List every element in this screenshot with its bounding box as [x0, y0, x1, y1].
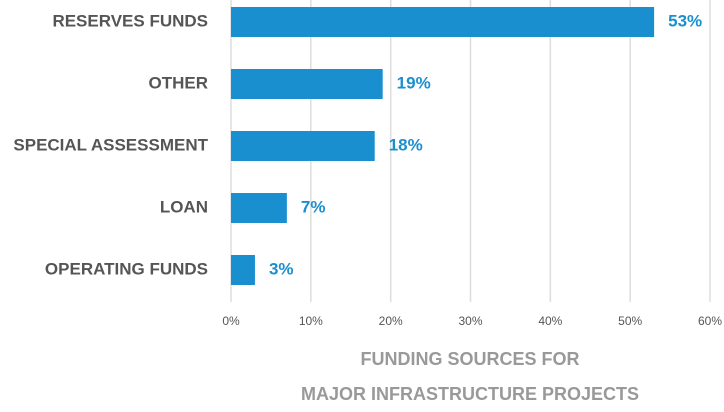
x-tick-label: 60% — [698, 314, 722, 328]
value-label: 53% — [668, 11, 702, 30]
y-tick-label: SPECIAL ASSESSMENT — [13, 135, 208, 154]
x-tick-label: 20% — [379, 314, 403, 328]
x-tick-label: 40% — [538, 314, 562, 328]
x-tick-label: 10% — [299, 314, 323, 328]
chart-title: MAJOR INFRASTRUCTURE PROJECTS — [301, 384, 639, 404]
bar — [231, 193, 287, 223]
chart-title: FUNDING SOURCES FOR — [360, 349, 579, 369]
bar — [231, 69, 383, 99]
x-tick-label: 50% — [618, 314, 642, 328]
value-label: 18% — [389, 135, 423, 154]
bar — [231, 7, 655, 37]
y-tick-label: RESERVES FUNDS — [52, 11, 208, 30]
y-tick-label: LOAN — [160, 197, 208, 216]
x-tick-label: 0% — [222, 314, 240, 328]
y-tick-label: OPERATING FUNDS — [45, 259, 208, 278]
bar — [231, 131, 375, 161]
x-tick-label: 30% — [458, 314, 482, 328]
bar — [231, 255, 255, 285]
value-label: 7% — [301, 197, 326, 216]
value-label: 19% — [397, 73, 431, 92]
value-label: 3% — [269, 259, 294, 278]
y-tick-label: OTHER — [149, 73, 209, 92]
